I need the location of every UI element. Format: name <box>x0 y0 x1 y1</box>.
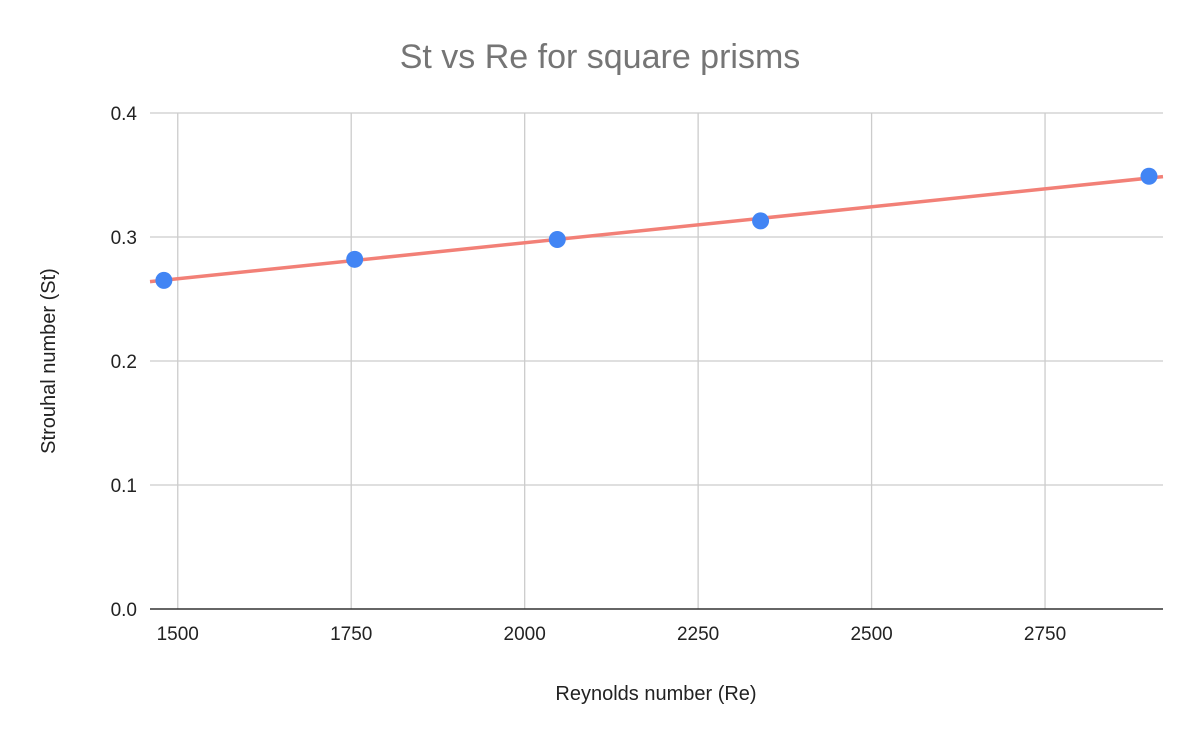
x-axis-label: Reynolds number (Re) <box>555 683 756 705</box>
y-tick-label: 0.2 <box>111 352 137 373</box>
data-point <box>752 212 770 230</box>
x-tick-label: 2250 <box>677 624 719 645</box>
y-tick-label: 0.4 <box>111 104 138 125</box>
data-points <box>155 167 1158 289</box>
x-tick-label: 1500 <box>157 624 199 645</box>
data-point <box>346 250 364 268</box>
x-axis-ticks: 1500 1750 2000 2250 2500 2750 <box>157 624 1067 645</box>
grid-lines <box>150 112 1163 609</box>
x-tick-label: 2500 <box>850 624 892 645</box>
x-tick-label: 1750 <box>330 624 372 645</box>
data-point <box>1140 167 1158 185</box>
x-tick-label: 2750 <box>1024 624 1066 645</box>
y-tick-label: 0.3 <box>111 228 137 249</box>
y-tick-label: 0.1 <box>111 476 137 497</box>
data-point <box>155 271 173 289</box>
y-axis-label: Strouhal number (St) <box>38 268 60 454</box>
data-point <box>548 230 566 248</box>
y-axis-ticks: 0.0 0.1 0.2 0.3 0.4 <box>111 104 138 621</box>
trendline <box>149 174 1164 284</box>
x-tick-label: 2000 <box>504 624 546 645</box>
y-tick-label: 0.0 <box>111 600 137 621</box>
chart-title: St vs Re for square prisms <box>400 38 801 76</box>
